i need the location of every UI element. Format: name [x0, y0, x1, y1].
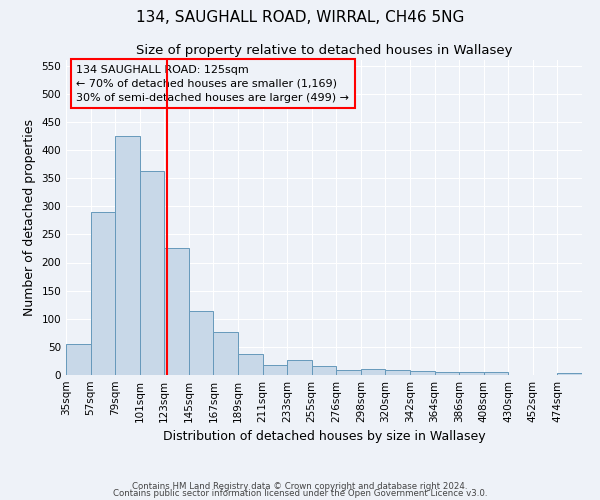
Text: 134 SAUGHALL ROAD: 125sqm
← 70% of detached houses are smaller (1,169)
30% of se: 134 SAUGHALL ROAD: 125sqm ← 70% of detac…: [76, 64, 349, 102]
Bar: [66, 344, 91, 375]
Bar: [410, 370, 434, 375]
Text: Contains HM Land Registry data © Crown copyright and database right 2024.: Contains HM Land Registry data © Crown c…: [132, 482, 468, 491]
Bar: [189, 312, 214, 375]
Bar: [361, 370, 385, 375]
Bar: [385, 370, 410, 375]
Bar: [336, 370, 361, 375]
Bar: [459, 372, 484, 375]
Text: 134, SAUGHALL ROAD, WIRRAL, CH46 5NG: 134, SAUGHALL ROAD, WIRRAL, CH46 5NG: [136, 10, 464, 25]
Text: Contains public sector information licensed under the Open Government Licence v3: Contains public sector information licen…: [113, 490, 487, 498]
X-axis label: Distribution of detached houses by size in Wallasey: Distribution of detached houses by size …: [163, 430, 485, 444]
Bar: [557, 373, 582, 375]
Bar: [287, 360, 312, 375]
Bar: [312, 366, 336, 375]
Bar: [115, 136, 140, 375]
Bar: [484, 372, 508, 375]
Bar: [164, 248, 189, 375]
Bar: [140, 172, 164, 375]
Bar: [238, 354, 263, 375]
Y-axis label: Number of detached properties: Number of detached properties: [23, 119, 36, 316]
Bar: [434, 372, 459, 375]
Bar: [214, 332, 238, 375]
Bar: [91, 212, 115, 375]
Bar: [263, 366, 287, 375]
Title: Size of property relative to detached houses in Wallasey: Size of property relative to detached ho…: [136, 44, 512, 58]
